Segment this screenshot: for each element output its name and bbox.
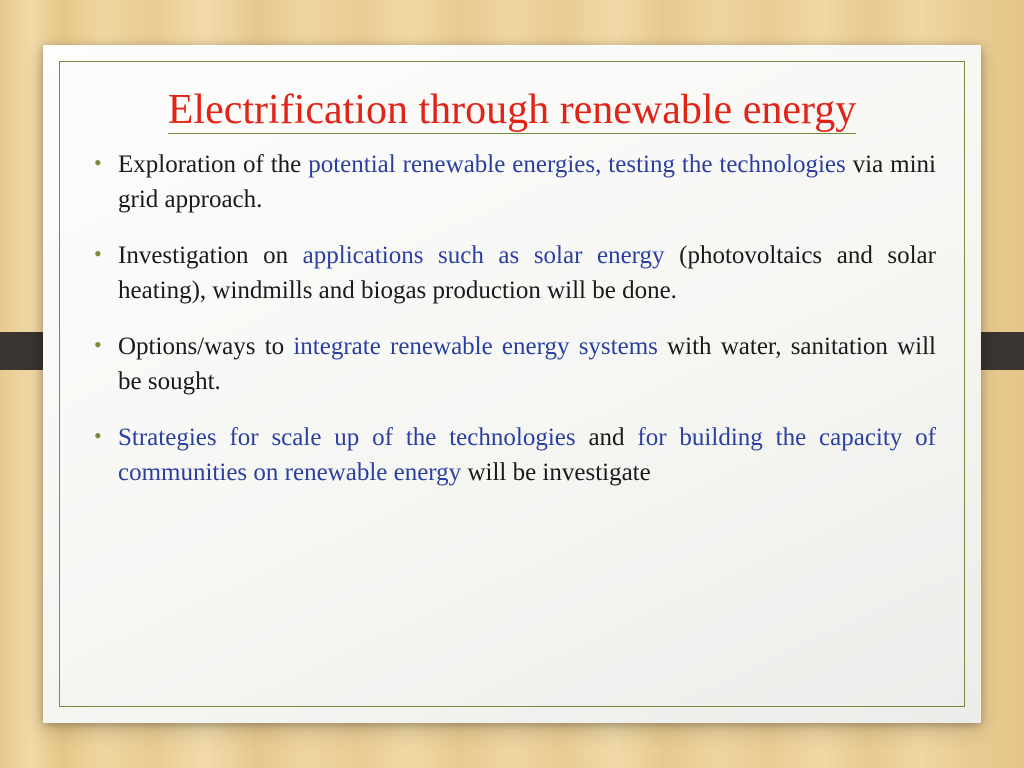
bullet-item: Investigation on applications such as so…	[88, 238, 936, 309]
slide-card: Electrification through renewable energy…	[43, 45, 981, 723]
body-text: and	[588, 424, 637, 451]
highlight-text: potential renewable energies, testing th…	[308, 151, 852, 178]
bullet-list: Exploration of the potential renewable e…	[88, 147, 936, 491]
highlight-text: applications such as solar energy	[303, 242, 679, 269]
bullet-item: Exploration of the potential renewable e…	[88, 147, 936, 218]
body-text: Options/ways to	[118, 333, 293, 360]
body-text: Investigation on	[118, 242, 303, 269]
body-text: will be investigate	[467, 459, 650, 486]
highlight-text: integrate renewable energy systems	[293, 333, 667, 360]
body-text: Exploration of the	[118, 151, 308, 178]
slide-title-text: Electrification through renewable energy	[168, 87, 856, 134]
inner-border: Electrification through renewable energy…	[59, 61, 965, 707]
highlight-text: Strategies for scale up of the technolog…	[118, 424, 588, 451]
bullet-item: Strategies for scale up of the technolog…	[88, 420, 936, 491]
slide-title: Electrification through renewable energy	[88, 84, 936, 137]
bullet-item: Options/ways to integrate renewable ener…	[88, 329, 936, 400]
